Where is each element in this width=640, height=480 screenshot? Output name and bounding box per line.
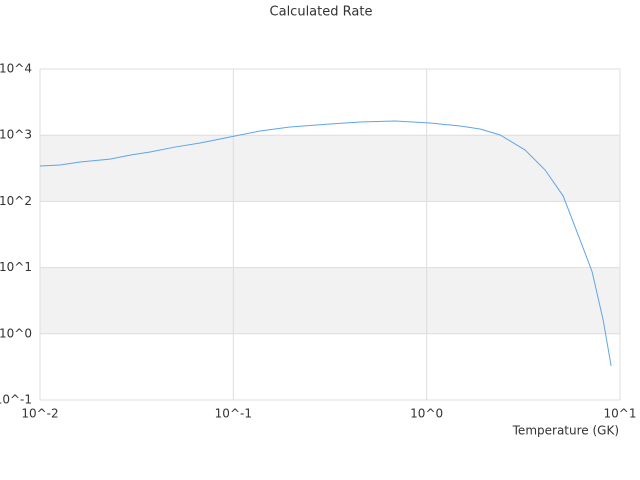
x-axis-label: Temperature (GK) — [512, 424, 619, 438]
x-tick-label: 10^1 — [604, 407, 637, 421]
y-tick-label: 10^4 — [0, 62, 32, 76]
y-tick-label: 10^0 — [0, 326, 32, 340]
y-tick-label: 10^-1 — [0, 393, 32, 407]
y-tick-label: 10^1 — [0, 260, 32, 274]
x-tick-label: 10^-1 — [215, 407, 252, 421]
grid-band — [40, 267, 620, 334]
x-tick-label: 10^-2 — [21, 407, 58, 421]
chart-title: Calculated Rate — [270, 5, 373, 20]
y-tick-label: 10^3 — [0, 128, 32, 142]
grid-band — [40, 135, 620, 202]
data-line — [39, 120, 612, 367]
x-tick-label: 10^0 — [410, 407, 443, 421]
y-tick-label: 10^2 — [0, 194, 32, 208]
